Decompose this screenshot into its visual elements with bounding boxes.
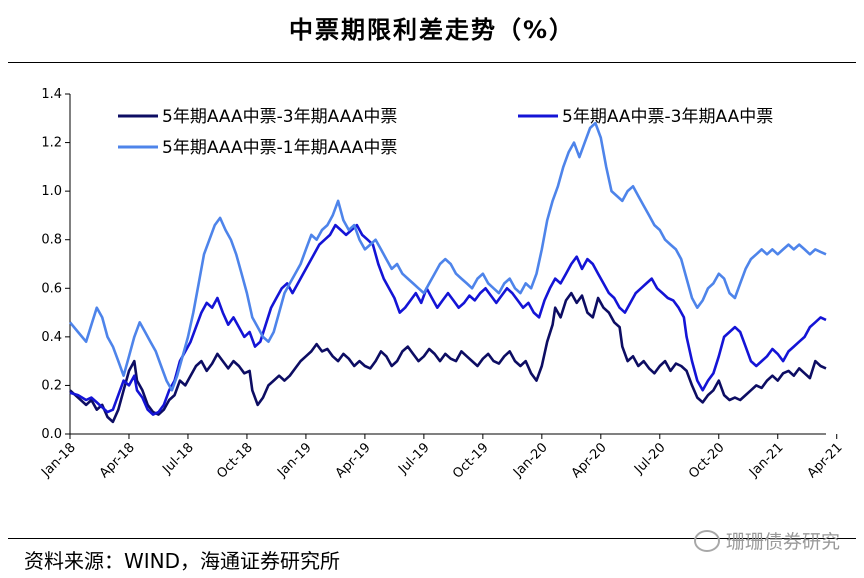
x-tick-label: Apr-19 [333, 440, 374, 481]
y-tick-label: 1.4 [41, 87, 62, 102]
y-tick-label: 0.0 [41, 427, 62, 442]
series-line-2 [69, 223, 827, 416]
x-tick-label: Jul-19 [395, 440, 432, 477]
y-tick-label: 0.2 [41, 378, 62, 393]
legend-label-1: 5年期AAA中票-3年期AAA中票 [162, 107, 397, 127]
top-rule [8, 62, 856, 63]
bottom-rule [8, 538, 856, 539]
x-tick-label: Jan-21 [746, 440, 787, 481]
x-tick-label: Jul-20 [631, 440, 668, 477]
x-tick-label: Apr-20 [569, 440, 610, 481]
y-tick-label: 0.4 [41, 330, 62, 345]
x-tick-label: Jan-18 [38, 440, 79, 481]
x-tick-label: Jan-19 [274, 440, 315, 481]
y-tick-label: 0.8 [41, 233, 62, 248]
chart-axes: 0.0 0.2 0.4 0.6 0.8 1.0 1.2 1.4 Jan-18 Apr-18 Jul-… [38, 87, 845, 482]
legend-label-3: 5年期AAA中票-1年期AAA中票 [162, 138, 397, 158]
line-chart: 0.0 0.2 0.4 0.6 0.8 1.0 1.2 1.4 Jan-18 Apr-18 Jul-… [38, 87, 845, 482]
source-note: 资料来源：WIND，海通证券研究所 [24, 549, 341, 573]
chart-lines [68, 121, 827, 424]
x-tick-label: Oct-19 [450, 440, 492, 482]
wechat-icon [693, 529, 720, 552]
legend-label-2: 5年期AA中票-3年期AA中票 [562, 107, 773, 127]
x-tick-label: Jan-20 [510, 440, 551, 481]
y-tick-label: 1.2 [41, 136, 62, 151]
watermark-text: 珊珊债券研究 [725, 531, 840, 553]
series-line-1 [69, 291, 827, 424]
y-tick-label: 1.0 [41, 184, 62, 199]
x-tick-label: Oct-18 [214, 440, 256, 482]
watermark: 珊珊债券研究 [693, 527, 840, 554]
x-tick-label: Oct-20 [686, 440, 728, 482]
chart-legend: 5年期AAA中票-3年期AAA中票 5年期AA中票-3年期AA中票 5年期AAA中票… [118, 107, 773, 158]
series-line-3 [68, 121, 827, 392]
x-tick-label: Apr-21 [805, 440, 846, 481]
x-tick-label: Jul-18 [159, 440, 196, 477]
chart-title: 中票期限利差走势（%） [288, 16, 576, 44]
x-tick-label: Apr-18 [97, 440, 138, 481]
y-tick-label: 0.6 [41, 281, 62, 296]
